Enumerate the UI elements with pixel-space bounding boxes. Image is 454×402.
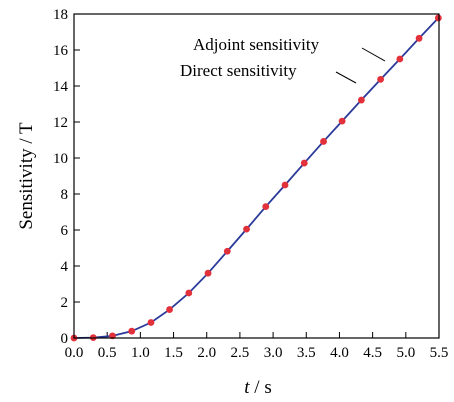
- x-tick-label: 2.0: [197, 345, 216, 361]
- adjoint-data-point: [396, 56, 403, 63]
- adjoint-data-point: [148, 319, 155, 326]
- adjoint-data-point: [224, 248, 231, 255]
- adjoint-data-point: [166, 306, 173, 313]
- x-tick-label: 2.5: [231, 345, 250, 361]
- y-tick-label: 12: [53, 115, 68, 131]
- x-axis-title-unit: / s: [250, 377, 272, 398]
- y-axis-title: Sensitivity / T: [16, 122, 37, 230]
- y-tick-label: 10: [53, 151, 68, 167]
- y-tick-label: 8: [61, 187, 69, 203]
- y-axis-ticks: 0 2 4 6 8 10 12 14 16 18: [53, 7, 80, 347]
- adjoint-data-point: [243, 226, 250, 233]
- x-tick-label: 4.0: [330, 345, 349, 361]
- x-tick-label: 3.0: [264, 345, 283, 361]
- x-tick-label: 1.5: [164, 345, 183, 361]
- adjoint-data-point: [416, 35, 423, 42]
- adjoint-data-point: [377, 76, 384, 83]
- adjoint-data-point: [339, 118, 346, 125]
- y-tick-label: 4: [61, 259, 69, 275]
- x-axis-ticks: 0.0 0.5 1.0 1.5 2.0 2.5 3.0 3.5 4.0 4.5 5.0 5.5: [65, 332, 449, 361]
- annotation-adjoint-leader: [362, 48, 385, 61]
- x-tick-label: 0.0: [65, 345, 84, 361]
- adjoint-data-point: [301, 160, 308, 167]
- x-tick-label: 5.5: [430, 345, 449, 361]
- y-tick-label: 16: [53, 43, 69, 59]
- adjoint-data-point: [205, 270, 212, 277]
- x-axis-title: t / s: [244, 377, 271, 398]
- x-tick-label: 0.5: [98, 345, 117, 361]
- annotation-adjoint: Adjoint sensitivity: [193, 35, 320, 54]
- x-tick-label: 3.5: [297, 345, 316, 361]
- x-tick-label: 4.5: [363, 345, 382, 361]
- adjoint-data-point: [128, 328, 135, 335]
- x-tick-label: 5.0: [396, 345, 415, 361]
- y-tick-label: 0: [61, 331, 69, 347]
- adjoint-data-point: [435, 15, 442, 22]
- annotation-direct: Direct sensitivity: [180, 61, 297, 80]
- adjoint-data-point: [185, 290, 192, 297]
- y-tick-label: 2: [61, 295, 69, 311]
- y-tick-label: 14: [53, 79, 69, 95]
- adjoint-data-point: [262, 203, 269, 210]
- x-tick-label: 1.0: [131, 345, 150, 361]
- adjoint-data-point: [358, 97, 365, 104]
- y-tick-label: 6: [61, 223, 69, 239]
- y-tick-label: 18: [53, 7, 68, 23]
- adjoint-data-point: [320, 138, 327, 145]
- adjoint-data-point: [282, 182, 289, 189]
- annotation-direct-leader: [336, 72, 356, 83]
